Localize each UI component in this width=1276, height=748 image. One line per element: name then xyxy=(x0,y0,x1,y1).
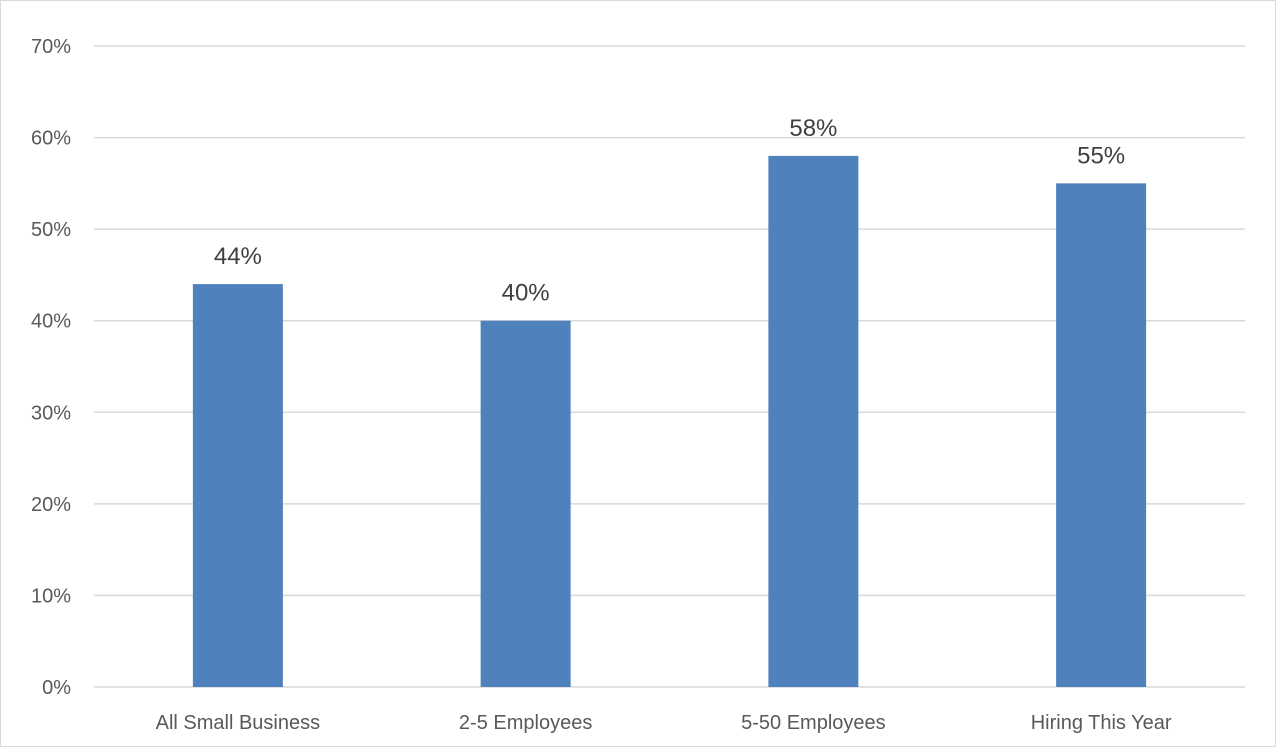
category-label: Hiring This Year xyxy=(1031,712,1172,734)
y-axis-tick-labels: 0% 10% 20% 30% 40% 50% 60% 70% xyxy=(31,36,71,699)
bar-value-label: 55% xyxy=(1077,142,1125,169)
data-labels: 44% 40% 58% 55% xyxy=(214,115,1125,307)
bar-value-label: 44% xyxy=(214,243,262,270)
bar xyxy=(480,320,571,687)
y-tick-label: 0% xyxy=(42,677,71,699)
y-tick-label: 10% xyxy=(31,585,71,607)
y-tick-label: 60% xyxy=(31,128,71,150)
bar xyxy=(192,284,283,687)
category-label: 5-50 Employees xyxy=(741,712,886,734)
y-tick-label: 50% xyxy=(31,219,71,241)
category-label: 2-5 Employees xyxy=(459,712,592,734)
y-tick-label: 20% xyxy=(31,494,71,516)
bar-value-label: 40% xyxy=(502,280,550,307)
y-tick-label: 30% xyxy=(31,402,71,424)
bar xyxy=(768,155,859,687)
y-tick-label: 40% xyxy=(31,311,71,333)
bar xyxy=(1056,183,1147,687)
bar-value-label: 58% xyxy=(789,115,837,142)
y-tick-label: 70% xyxy=(31,36,71,58)
bars xyxy=(192,155,1147,687)
x-axis-category-labels: All Small Business 2-5 Employees 5-50 Empl… xyxy=(156,712,1172,734)
category-label: All Small Business xyxy=(156,712,321,734)
gridlines xyxy=(94,45,1245,688)
